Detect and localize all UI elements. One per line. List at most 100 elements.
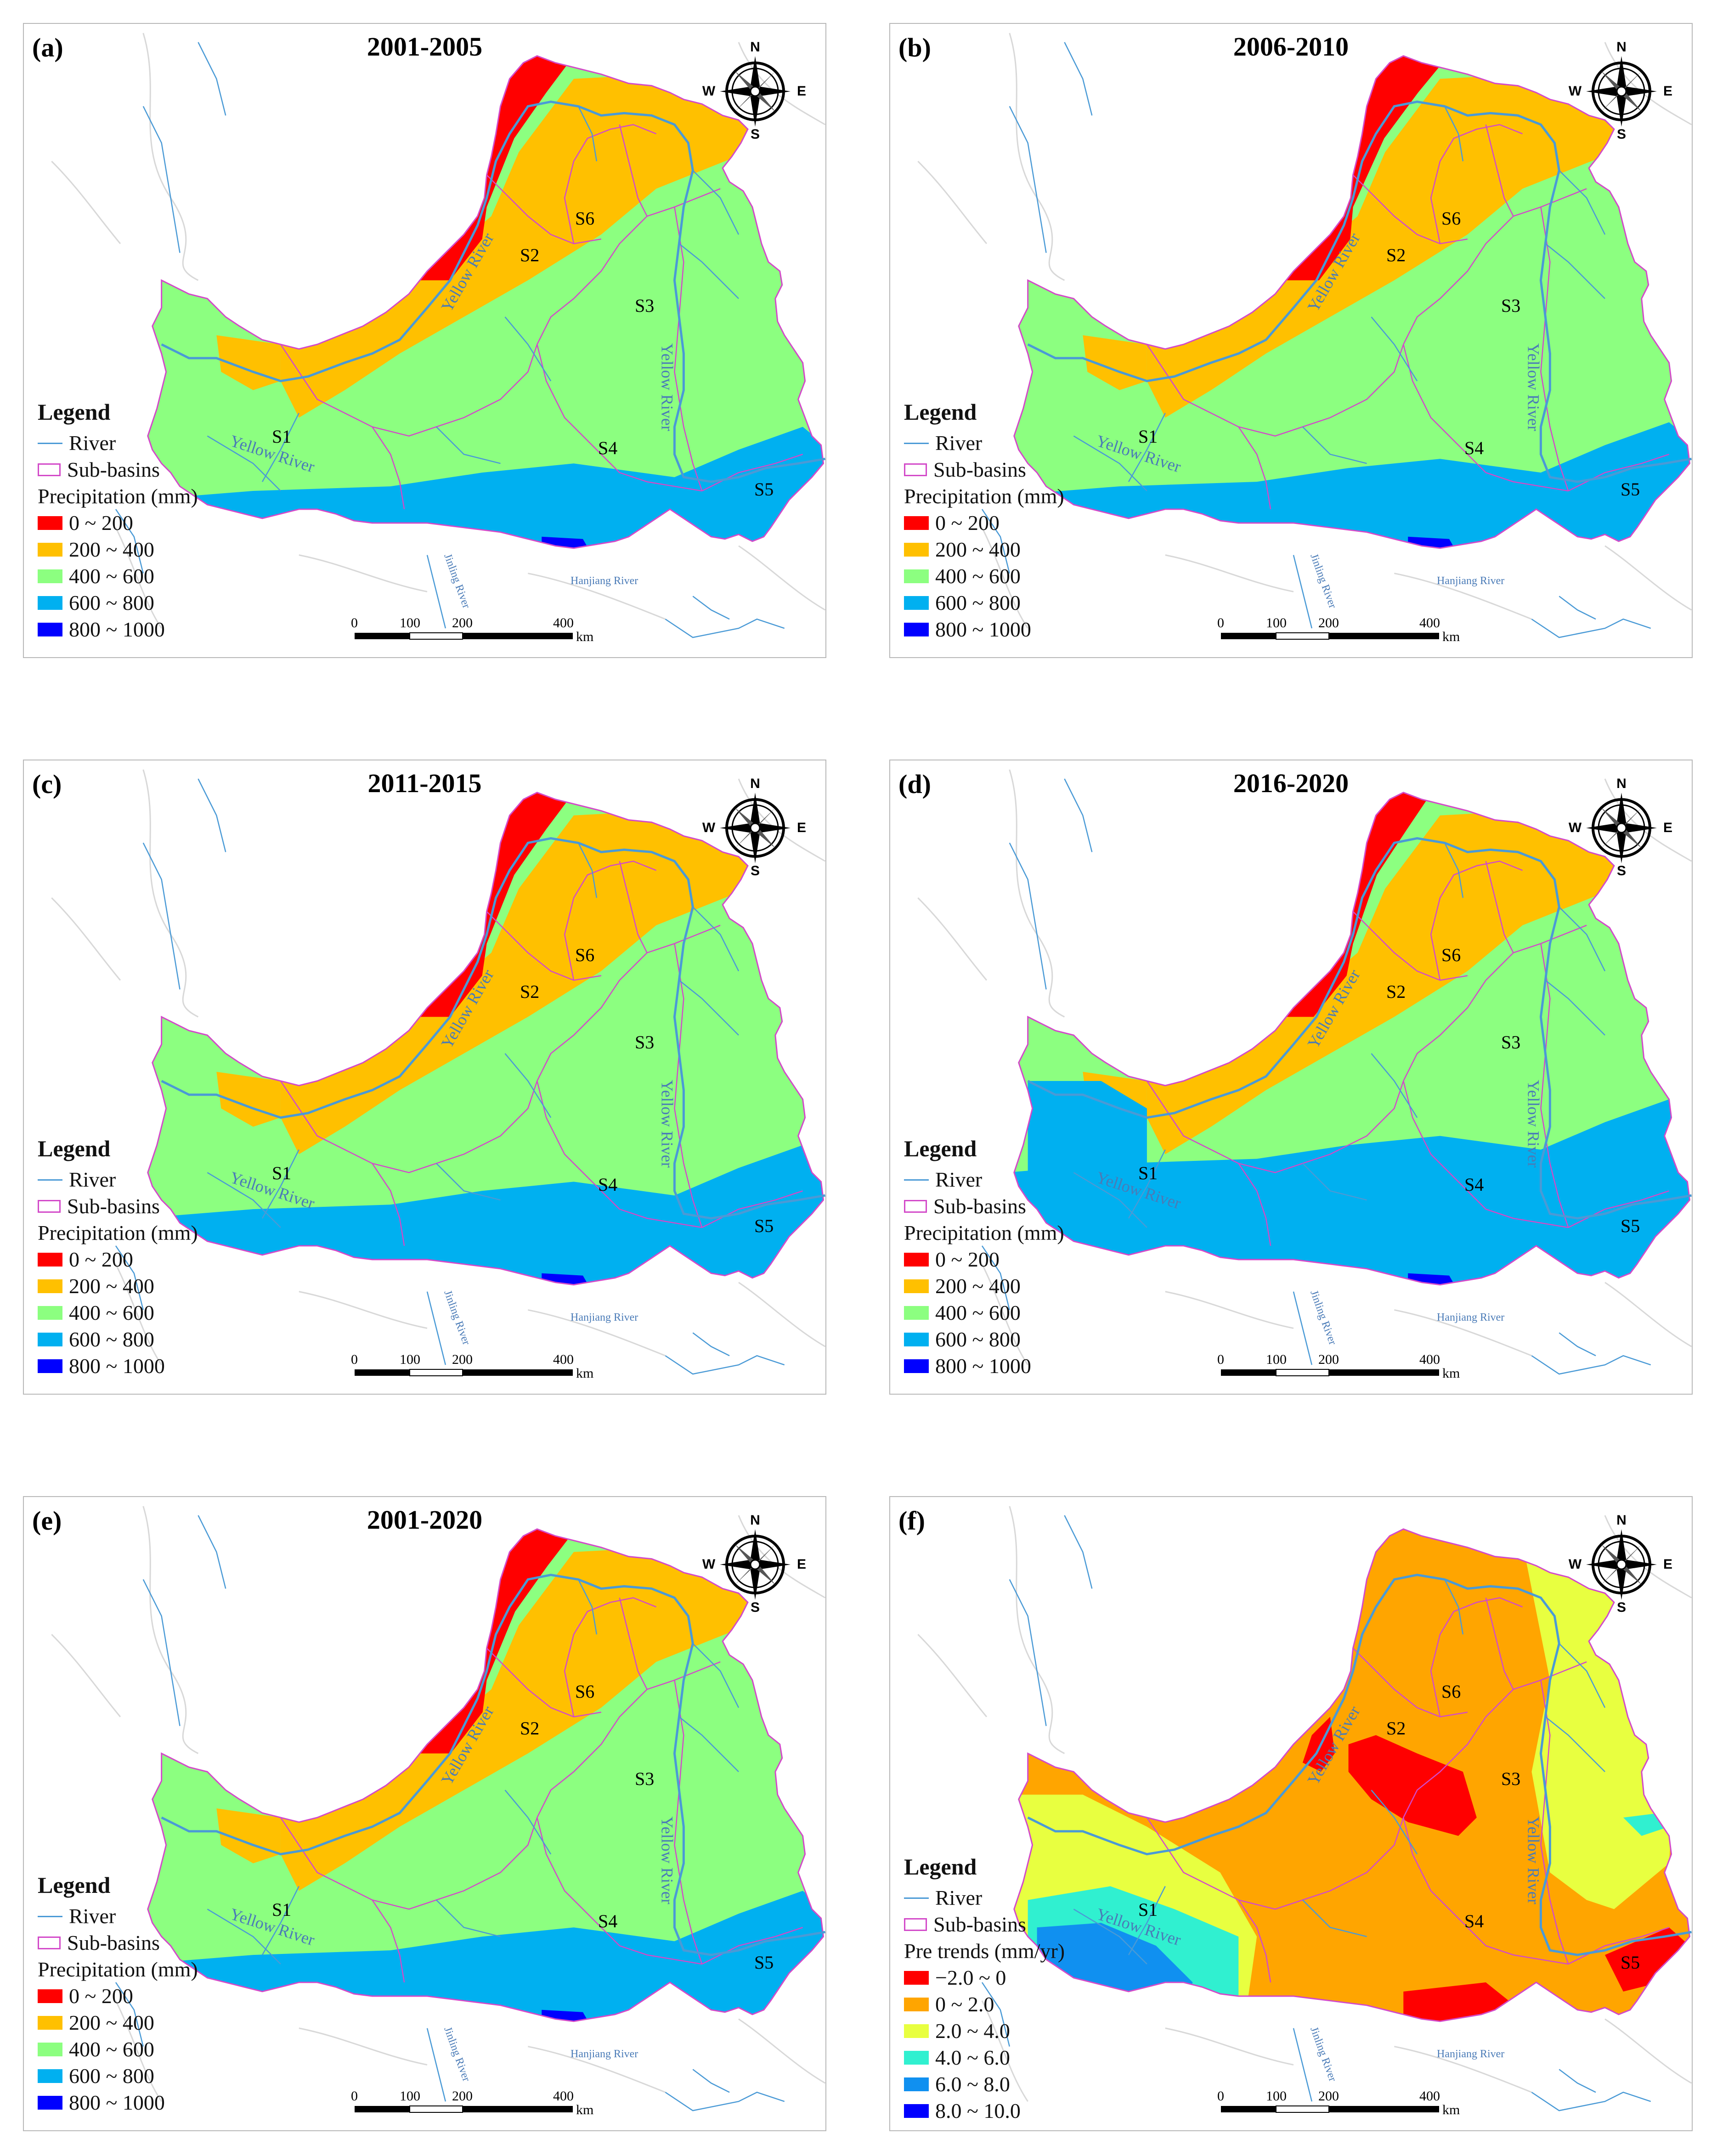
- background-boundary: [115, 527, 162, 629]
- subbasin-boundary: [1403, 924, 1587, 1081]
- compass-letter: E: [797, 1557, 806, 1572]
- legend-swatch: [904, 596, 929, 610]
- panel-title: 2016-2020: [1233, 768, 1349, 798]
- legend-class-title: Pre trends (mm/yr): [904, 1939, 1065, 1963]
- subbasin-boundary: [674, 943, 703, 1228]
- panel-title: 2001-2005: [367, 32, 483, 62]
- subbasin-label-s4: S4: [1464, 1911, 1484, 1931]
- background-boundary: [299, 1291, 428, 1329]
- subbasin-boundary: [1352, 1648, 1468, 1717]
- tributary: [198, 42, 226, 116]
- legend-swatch: [38, 2016, 62, 2030]
- legend-class-row: 800 ~ 1000: [38, 2089, 198, 2116]
- legend-class-row: 0 ~ 200: [38, 1983, 198, 2010]
- tributary: [1293, 2028, 1313, 2102]
- value-zone: [1028, 1081, 1147, 1173]
- compass-letter: W: [1569, 1557, 1582, 1572]
- compass-letter: N: [1616, 776, 1627, 791]
- subbasin-label-s4: S4: [598, 1911, 618, 1931]
- subbasin-label-s6: S6: [575, 208, 595, 229]
- map-legend: Legend River Sub-basins Precipitation (mm) 0…: [904, 400, 1064, 643]
- tributary: [1371, 1053, 1418, 1118]
- legend-class-row: 0 ~ 200: [38, 510, 198, 536]
- map-canvas: [917, 1506, 1692, 2111]
- hanjiang-river-label: Hanjiang River: [1437, 575, 1505, 587]
- subbasin-label-s2: S2: [520, 245, 540, 265]
- river-network: [115, 42, 825, 638]
- river-network: [981, 1515, 1692, 2111]
- legend-class-row: 200 ~ 400: [904, 536, 1064, 563]
- subbasin-boundary: [1540, 943, 1569, 1228]
- subbasin-label-s5: S5: [1621, 1952, 1640, 1973]
- background-boundary: [917, 161, 988, 244]
- legend-class-row: 400 ~ 600: [38, 1300, 198, 1326]
- background-boundary: [51, 1634, 121, 1717]
- background-boundary: [1009, 1506, 1065, 1754]
- background-boundary: [738, 1282, 825, 1347]
- legend-class-label: 400 ~ 600: [69, 564, 154, 588]
- value-zone: [542, 2010, 592, 2021]
- subbasin-label-s6: S6: [1441, 208, 1461, 229]
- legend-class-label: 200 ~ 400: [69, 538, 154, 561]
- compass-letter: S: [1617, 127, 1626, 142]
- scale-tick: 400: [1419, 1352, 1440, 1367]
- legend-class-title: Precipitation (mm): [38, 484, 198, 508]
- scale-tick: 400: [553, 1352, 574, 1367]
- background-boundary: [1394, 2046, 1532, 2093]
- legend-label: Sub-basins: [67, 458, 160, 481]
- legend-swatch: [904, 1279, 929, 1293]
- compass-letter: S: [751, 1600, 760, 1615]
- river-line-icon: [38, 1179, 62, 1181]
- panel-label: (a): [32, 33, 63, 62]
- legend-swatch: [38, 1333, 62, 1346]
- compass-letter: S: [751, 127, 760, 142]
- legend-class-row: 0 ~ 200: [904, 1246, 1064, 1273]
- subbasin-label-s3: S3: [1501, 1768, 1521, 1789]
- subbasin-label-s5: S5: [1621, 479, 1640, 500]
- scale-tick: 100: [1266, 615, 1287, 630]
- map-legend: Legend River Sub-basins Pre trends (mm/yr) −…: [904, 1855, 1065, 2124]
- river-network: [115, 1515, 825, 2111]
- legend-class-row: 8.0 ~ 10.0: [904, 2098, 1065, 2124]
- tributary: [426, 555, 446, 629]
- scale-unit: km: [576, 629, 594, 644]
- tributary: [1302, 1163, 1367, 1201]
- tributary: [426, 1291, 446, 1365]
- map-legend: Legend River Sub-basins Precipitation (mm) 0…: [38, 1874, 198, 2116]
- legend-class-row: 200 ~ 400: [38, 1273, 198, 1300]
- legend-class-row: 0 ~ 2.0: [904, 1991, 1065, 2018]
- legend-class-label: 400 ~ 600: [935, 1301, 1021, 1324]
- yellow-river-line: [161, 837, 825, 1220]
- compass-letter: W: [702, 1557, 716, 1572]
- subbasin-boundaries: [280, 124, 803, 510]
- legend-class-label: 400 ~ 600: [69, 1301, 154, 1324]
- background-boundary: [142, 33, 199, 281]
- background-boundary: [981, 1264, 1028, 1366]
- background-boundary: [142, 769, 199, 1018]
- legend-class-label: −2.0 ~ 0: [935, 1966, 1006, 1989]
- background-boundary: [528, 1309, 666, 1357]
- value-zone: [1605, 1927, 1690, 1992]
- subbasin-boundaries: [280, 861, 803, 1246]
- legend-class-row: 0 ~ 200: [904, 510, 1064, 536]
- subbasin-boundary: [537, 344, 702, 492]
- legend-class-label: 4.0 ~ 6.0: [935, 2046, 1010, 2069]
- subbasin-boundaries: [1146, 124, 1670, 510]
- background-boundary: [981, 527, 1028, 629]
- background-boundary: [1604, 42, 1692, 125]
- value-zone: [280, 69, 748, 418]
- subbasin-boundaries: [1146, 861, 1670, 1246]
- tributary: [504, 1790, 552, 1855]
- legend-label: River: [69, 1168, 116, 1191]
- basin-outline: [1013, 55, 1691, 549]
- legend-class-row: 0 ~ 200: [38, 1246, 198, 1273]
- legend-class-row: 4.0 ~ 6.0: [904, 2044, 1065, 2071]
- background-boundary: [738, 42, 825, 125]
- subbasin-boundary: [1568, 1190, 1670, 1228]
- scale-tick: 200: [452, 2088, 473, 2104]
- legend-class-row: 800 ~ 1000: [904, 1353, 1064, 1379]
- subbasin-boundary: [1485, 124, 1514, 217]
- subbasin-boundary: [1430, 861, 1523, 980]
- background-boundary: [142, 1506, 199, 1754]
- legend-class-label: 600 ~ 800: [935, 1328, 1021, 1351]
